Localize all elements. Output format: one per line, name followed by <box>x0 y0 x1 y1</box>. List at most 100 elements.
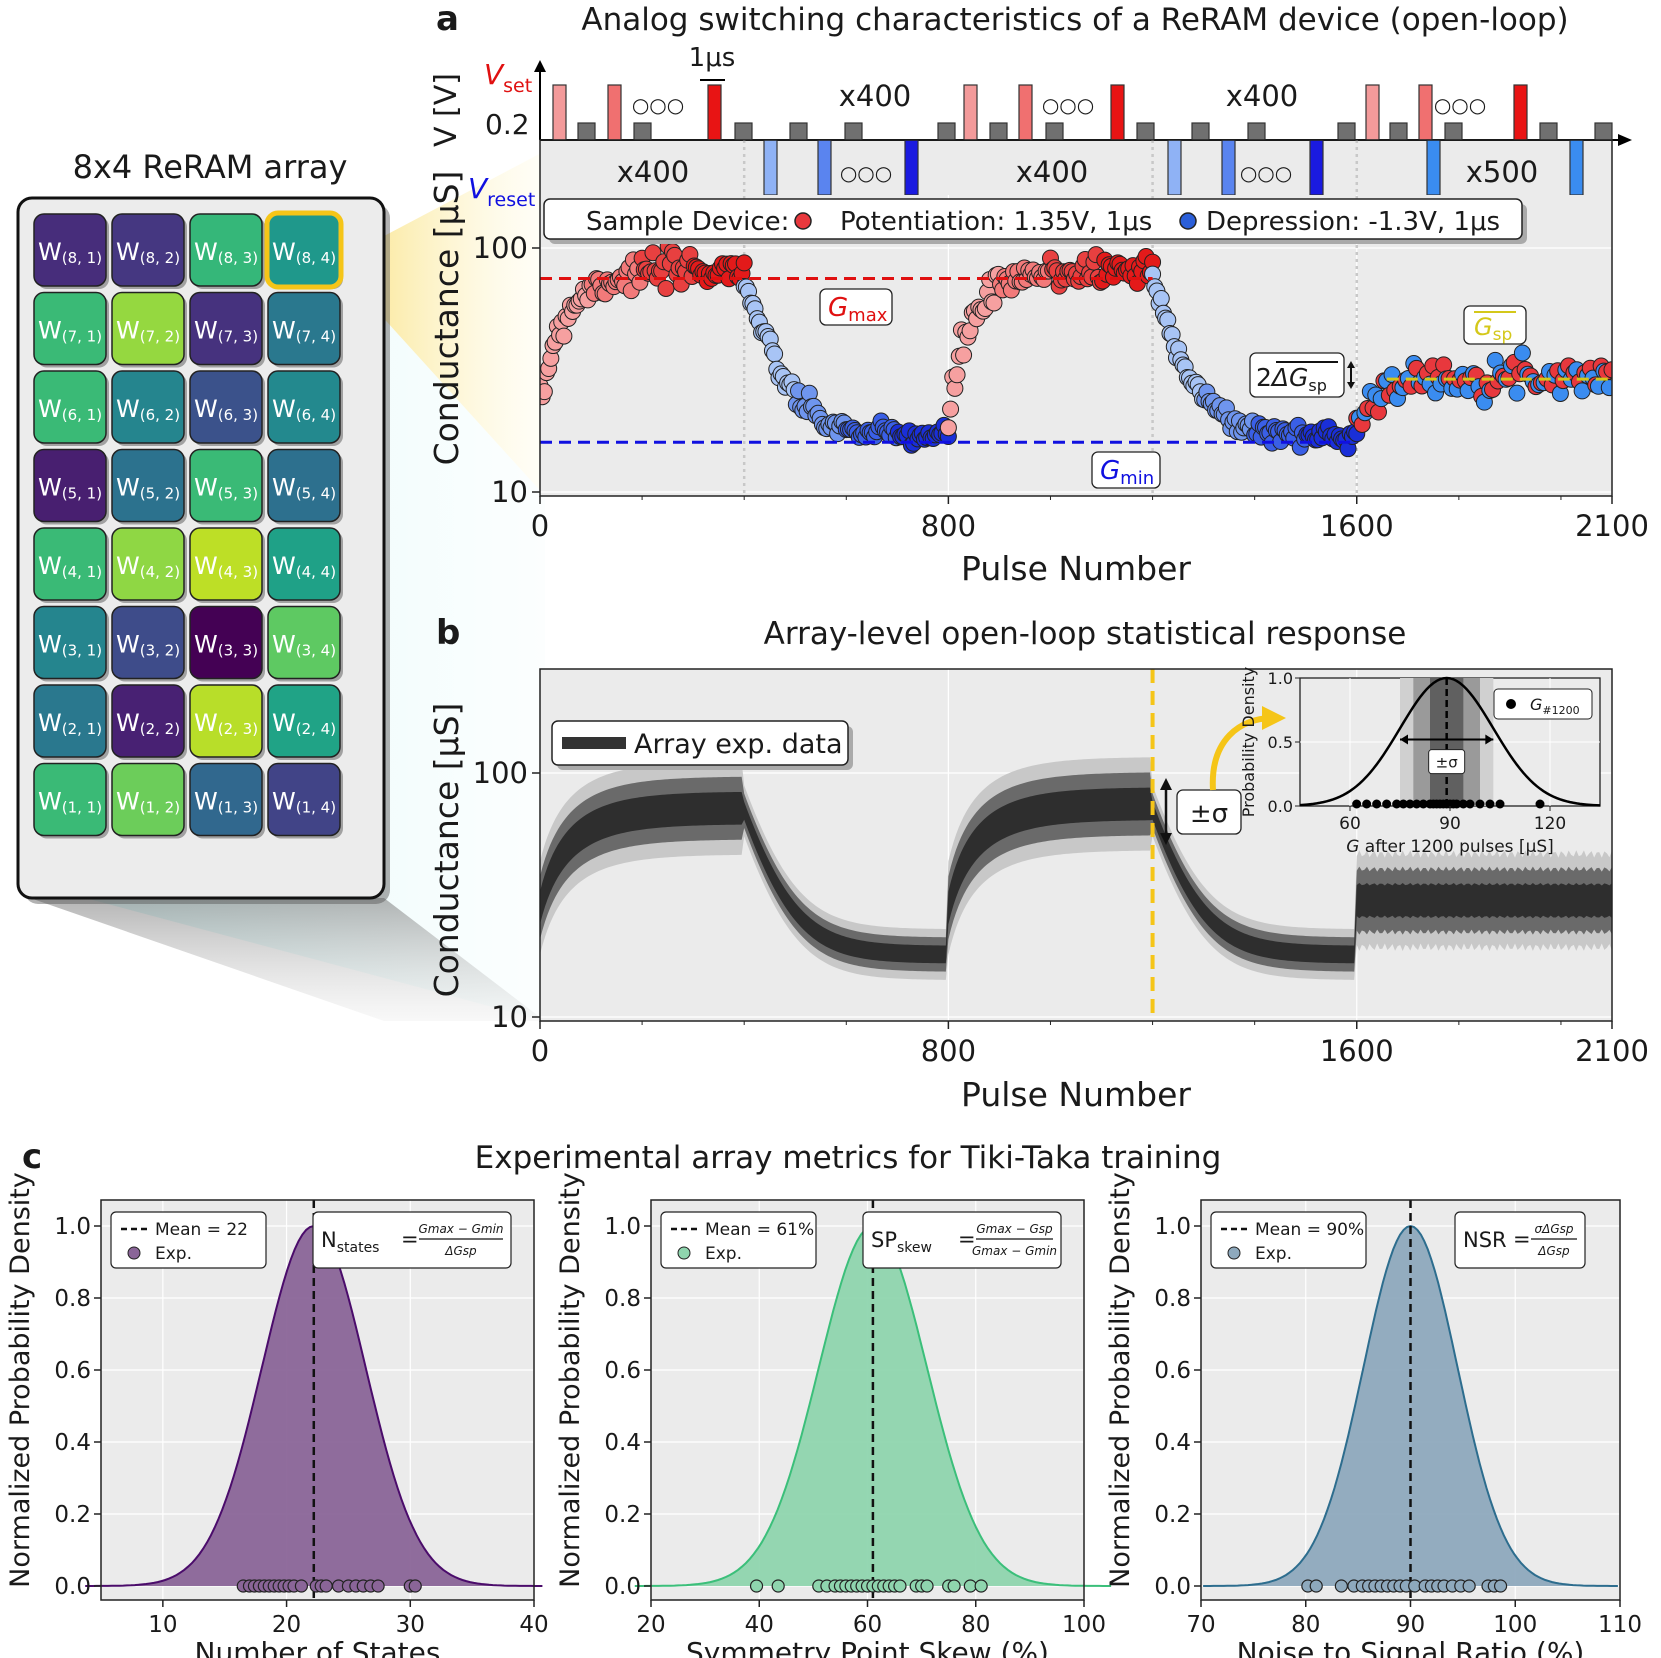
array-cell[interactable] <box>33 448 107 523</box>
formula-box-frame <box>1454 1211 1586 1269</box>
array-cell-label: W(5, 1) <box>38 474 102 503</box>
array-cell[interactable] <box>189 527 263 601</box>
panel-c-title: Experimental array metrics for Tiki-Taka… <box>475 1140 1222 1176</box>
subplot-frame <box>100 1199 535 1601</box>
array-cell[interactable] <box>189 370 263 444</box>
x-tick-label: 20 <box>636 1612 665 1638</box>
set-pulse <box>1110 84 1125 141</box>
array-cells: W(8, 1) W(8, 2) W(8, 3) W(8, 4) W(7, 1) W(7, … <box>33 210 344 839</box>
array-cell[interactable] <box>267 448 341 523</box>
data-point <box>1508 384 1526 402</box>
array-cell[interactable] <box>267 762 341 837</box>
read-pulse <box>1444 122 1463 141</box>
read-pulse <box>1247 122 1266 141</box>
formula-box: Nstates = Gmax − Gmin ΔGsp <box>312 1211 512 1269</box>
array-cell[interactable] <box>33 762 107 837</box>
array-cell[interactable] <box>111 762 185 837</box>
array-cell[interactable] <box>189 291 263 366</box>
array-cell[interactable] <box>267 684 341 758</box>
x-tick-label: 10 <box>148 1612 177 1638</box>
panel-a-grid <box>539 140 1613 496</box>
array-cell[interactable] <box>33 684 107 758</box>
formula-denominator: ΔGsp <box>444 1244 477 1258</box>
array-cell[interactable] <box>111 370 185 444</box>
array-cell[interactable] <box>33 370 107 444</box>
x-tick-label: 0 <box>531 509 549 543</box>
array-cell-label: W(5, 2) <box>116 474 180 503</box>
v-axis-arrow <box>534 60 546 72</box>
data-point <box>893 1579 907 1593</box>
array-cell[interactable] <box>267 291 341 366</box>
array-cell[interactable] <box>267 527 341 601</box>
inset-data-point <box>1392 799 1402 809</box>
inset-pointer-arrow-head <box>1262 706 1286 730</box>
data-point <box>1513 344 1531 362</box>
array-cell[interactable] <box>111 684 185 758</box>
legend-exp-marker <box>127 1246 141 1260</box>
gsp-text: Gsp <box>1474 313 1512 345</box>
array-cell[interactable] <box>111 213 185 287</box>
x-tick-label: 110 <box>1598 1612 1642 1638</box>
x-tick-label: 800 <box>921 509 976 543</box>
array-cell[interactable] <box>267 370 341 444</box>
y-tick-label: 0.2 <box>1154 1502 1191 1528</box>
array-cell[interactable] <box>189 762 263 837</box>
panel-b-bands <box>540 757 1612 980</box>
y-tick-label: 0.6 <box>1154 1358 1191 1384</box>
panel-label-a: a <box>436 0 459 39</box>
x-tick-label: 30 <box>396 1612 425 1638</box>
array-cell[interactable] <box>33 605 107 680</box>
array-cell-label: W(5, 4) <box>272 474 336 503</box>
dgsp-text: 2ΔGsp <box>1256 363 1327 395</box>
array-cell[interactable] <box>111 527 185 601</box>
array-cell-label: W(2, 1) <box>38 709 102 738</box>
array-cell[interactable] <box>111 605 185 680</box>
array-cell[interactable] <box>111 291 185 366</box>
subplot-ylabel: Normalized Probability Density <box>1105 1172 1136 1588</box>
array-cell[interactable] <box>111 448 185 523</box>
array-cell[interactable] <box>33 291 107 366</box>
array-cell[interactable] <box>267 605 341 680</box>
array-cell[interactable] <box>33 527 107 601</box>
inset-data-point <box>1412 799 1422 809</box>
reset-pulse <box>1167 139 1182 196</box>
y-tick-label: 100 <box>473 231 528 265</box>
inset-data-point <box>1458 799 1468 809</box>
set-pulse <box>552 84 567 141</box>
formula-lhs: Nstates <box>321 1228 379 1256</box>
inset-y-tick-label: 0.0 <box>1268 797 1293 816</box>
array-cell[interactable] <box>189 684 263 758</box>
formula-lhs: NSR <box>1463 1228 1507 1252</box>
panel-b-title: Array-level open-loop statistical respon… <box>764 616 1407 652</box>
set-pulse <box>1365 84 1380 141</box>
array-cell[interactable] <box>189 213 263 287</box>
set-pulse <box>963 84 978 141</box>
band-inner <box>540 787 1612 964</box>
subplot-xlabel: Noise to Signal Ratio (%) <box>1237 1636 1585 1658</box>
data-point <box>974 1579 988 1593</box>
inset-data-point <box>1465 799 1475 809</box>
inset-data-point <box>1372 799 1382 809</box>
array-cell[interactable] <box>33 213 107 287</box>
data-point <box>408 1579 422 1593</box>
array-cell[interactable] <box>189 605 263 680</box>
array-cell-label: W(5, 3) <box>194 474 258 503</box>
dgsp-arrow-head-down <box>1347 382 1355 389</box>
data-point <box>555 327 573 345</box>
read-pulse <box>937 122 956 141</box>
y-tick-label: 0.4 <box>604 1430 641 1456</box>
subplot-ylabel: Normalized Probability Density <box>5 1172 36 1588</box>
inset-sigma-arrow-right <box>1485 734 1494 745</box>
data-point <box>1334 1579 1348 1593</box>
ellipsis-3: ○○○ <box>1042 93 1094 117</box>
formula-equals: = <box>958 1227 976 1251</box>
vreset-label: Vreset <box>468 172 535 211</box>
y-tick-label: 1.0 <box>604 1214 641 1240</box>
array-cell[interactable] <box>189 448 263 523</box>
legend-exp-marker <box>1227 1246 1241 1260</box>
inset-y-tick-label: 1.0 <box>1268 669 1293 688</box>
panel-b-axes: 0 800 1600 2100 10 100 <box>473 756 1649 1068</box>
inset-sigma-band-inner <box>1430 678 1464 806</box>
x-tick-label: 800 <box>921 1034 976 1068</box>
reset-pulse <box>1309 139 1324 196</box>
